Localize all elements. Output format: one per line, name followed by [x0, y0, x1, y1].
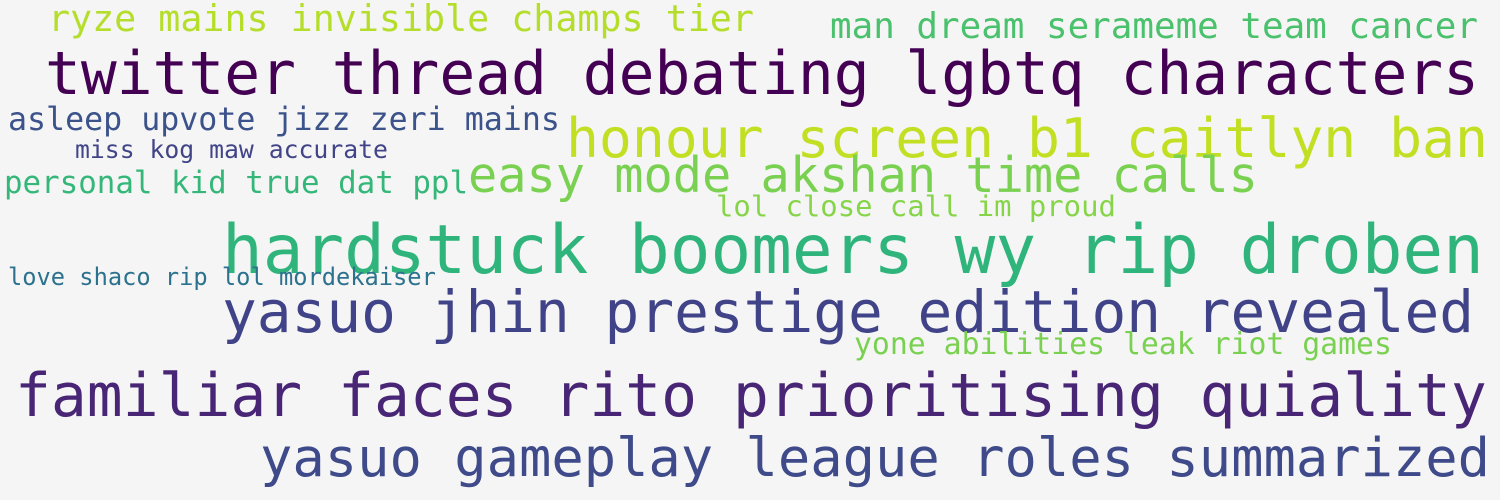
phrase-miss-kog-maw: miss kog maw accurate: [75, 135, 388, 165]
phrase-ryze-mains: ryze mains invisible champs tier: [48, 0, 754, 40]
phrase-honour-screen: honour screen b1 caitlyn ban: [566, 106, 1488, 171]
phrase-easy-mode: easy mode akshan time calls: [468, 148, 1258, 205]
phrase-man-dream: man dream serameme team cancer: [830, 6, 1478, 48]
phrase-yasuo-jhin: yasuo jhin prestige edition revealed: [222, 277, 1475, 346]
phrase-hardstuck-boomers: hardstuck boomers wy rip droben: [222, 209, 1484, 289]
phrase-yone-abilities: yone abilities leak riot games: [854, 327, 1392, 363]
phrase-yasuo-gameplay: yasuo gameplay league roles summarized: [260, 426, 1491, 489]
phrase-asleep-upvote: asleep upvote jizz zeri mains: [8, 101, 560, 138]
phrase-twitter-thread: twitter thread debating lgbtq characters: [45, 40, 1480, 110]
phrase-personal-kid: personal kid true dat ppl: [4, 165, 469, 202]
phrase-love-shaco: love shaco rip lol mordekaiser: [8, 263, 436, 291]
phrase-lol-close-call: lol close call im proud: [716, 188, 1116, 223]
phrase-familiar-faces: familiar faces rito prioritising quialit…: [15, 362, 1487, 432]
